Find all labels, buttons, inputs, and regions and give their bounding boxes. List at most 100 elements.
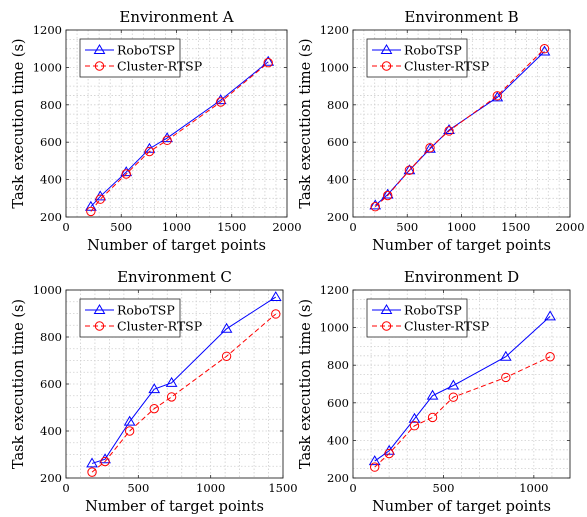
legend-marker xyxy=(93,44,106,54)
data-point xyxy=(383,190,393,201)
legend-label: RoboTSP xyxy=(117,43,175,58)
x-tick-label: 2000 xyxy=(272,220,301,234)
series-cluster-rtsp xyxy=(370,44,550,212)
y-tick-label: 600 xyxy=(40,135,62,149)
data-point xyxy=(214,94,227,105)
data-point xyxy=(144,146,155,157)
data-point xyxy=(447,379,460,390)
data-point xyxy=(95,194,105,204)
series-line xyxy=(374,356,551,468)
y-tick-label: 1200 xyxy=(320,23,349,37)
data-point xyxy=(426,389,439,400)
x-axis-label: Number of target points xyxy=(372,499,551,515)
legend-entry: RoboTSP xyxy=(85,303,175,318)
data-point xyxy=(448,392,459,402)
data-point xyxy=(100,456,110,467)
data-point xyxy=(271,309,281,319)
y-tick-label: 1200 xyxy=(33,23,62,37)
chart-title: Environment B xyxy=(404,8,518,26)
x-tick-label: 0 xyxy=(62,220,69,234)
legend-label: Cluster-RTSP xyxy=(404,319,489,334)
data-point xyxy=(269,291,282,302)
chart-title: Environment D xyxy=(404,268,519,286)
y-tick-label: 600 xyxy=(327,396,349,410)
x-tick-label: 500 xyxy=(127,481,149,495)
x-tick-label: 500 xyxy=(396,220,418,234)
x-axis-label: Number of target points xyxy=(85,499,264,515)
legend-entry: Cluster-RTSP xyxy=(85,59,202,74)
series-line xyxy=(91,313,277,473)
legend-marker xyxy=(93,304,106,314)
y-tick-label: 1000 xyxy=(320,321,349,335)
data-point xyxy=(166,392,177,402)
series-robotsp xyxy=(368,310,556,466)
x-tick-label: 0 xyxy=(62,481,69,495)
y-tick-label: 200 xyxy=(327,471,349,485)
data-point xyxy=(544,310,556,321)
data-point xyxy=(121,169,131,179)
y-tick-label: 400 xyxy=(327,173,349,187)
data-point xyxy=(148,383,161,394)
y-tick-label: 400 xyxy=(40,173,62,187)
series-robotsp xyxy=(84,55,275,211)
data-point xyxy=(499,350,512,361)
data-point xyxy=(149,403,159,414)
x-tick-label: 1500 xyxy=(268,481,297,495)
series-line xyxy=(90,62,269,212)
x-tick-label: 500 xyxy=(432,481,454,495)
data-point xyxy=(370,202,380,212)
y-tick-label: 1200 xyxy=(320,283,349,297)
data-point xyxy=(161,132,173,143)
data-point xyxy=(368,455,381,466)
y-tick-label: 800 xyxy=(40,98,62,112)
chart-panel-4: 0 500 1000 200 400 600 800 1000 1200 Environment … xyxy=(298,268,571,515)
y-axis-label: Task execution time (s) xyxy=(298,299,314,469)
x-axis-label: Number of target points xyxy=(87,238,266,254)
axes-frame xyxy=(352,289,571,479)
data-point xyxy=(545,352,555,362)
x-tick-label: 500 xyxy=(110,220,132,234)
y-tick-label: 600 xyxy=(40,377,62,391)
series-line xyxy=(374,48,545,208)
data-point xyxy=(408,412,421,423)
y-tick-label: 800 xyxy=(327,358,349,372)
data-point xyxy=(87,467,97,477)
y-tick-label: 1000 xyxy=(33,283,62,297)
x-tick-label: 1000 xyxy=(519,481,548,495)
legend-label: Cluster-RTSP xyxy=(117,59,202,74)
data-point xyxy=(425,143,435,153)
chart-panel-2: 0 500 1000 1500 2000 200 400 600 800 1000 1200 Envi… xyxy=(298,8,585,254)
data-point xyxy=(403,164,416,175)
series-cluster-rtsp xyxy=(86,58,273,217)
data-point xyxy=(538,45,551,56)
legend-label: Cluster-RTSP xyxy=(117,319,202,334)
data-point xyxy=(409,421,420,431)
legend-box xyxy=(366,38,468,78)
data-point xyxy=(84,200,97,211)
data-point xyxy=(123,415,136,426)
legend-marker xyxy=(94,61,105,71)
legend-entry: Cluster-RTSP xyxy=(372,59,489,74)
x-tick-label: 1500 xyxy=(501,220,530,234)
data-point xyxy=(86,457,98,468)
legend-label: RoboTSP xyxy=(404,43,462,58)
data-point xyxy=(539,44,550,54)
legend-entry: RoboTSP xyxy=(372,43,462,58)
series-cluster-rtsp xyxy=(87,309,281,477)
legend-entry: Cluster-RTSP xyxy=(372,319,489,334)
data-point xyxy=(501,372,511,383)
chart-title: Environment A xyxy=(119,8,233,26)
series-line xyxy=(91,296,277,464)
legend-marker xyxy=(380,304,393,314)
legend-box xyxy=(366,298,468,338)
x-tick-label: 0 xyxy=(349,481,356,495)
legend-entry: RoboTSP xyxy=(372,303,462,318)
data-point xyxy=(162,135,172,146)
x-tick-label: 0 xyxy=(349,220,356,234)
y-tick-label: 400 xyxy=(40,424,62,438)
series-robotsp xyxy=(369,45,551,210)
x-tick-label: 1000 xyxy=(196,481,225,495)
